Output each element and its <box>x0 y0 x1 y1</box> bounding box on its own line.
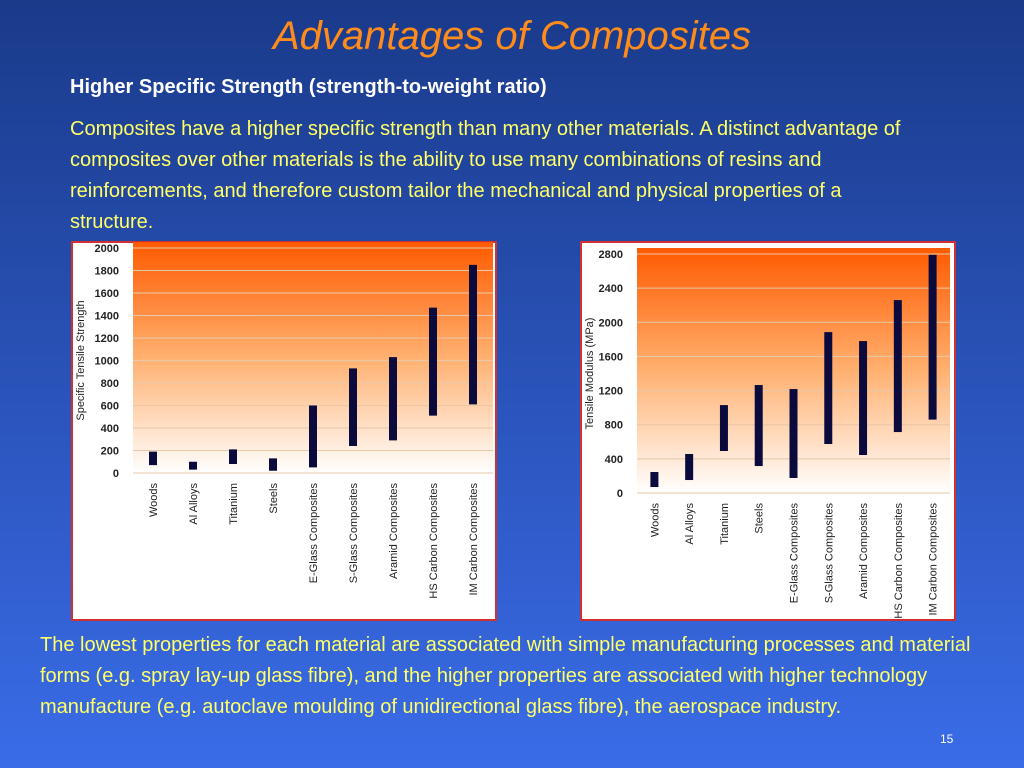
x-tick-label: Titanium <box>719 503 731 545</box>
range-bar <box>349 368 357 446</box>
range-bar <box>754 385 763 467</box>
intro: Composites have a higher specific streng… <box>70 118 901 233</box>
range-bar <box>469 264 477 405</box>
y-tick-label: 200 <box>101 446 119 458</box>
x-tick-label: Al Alloys <box>684 503 696 545</box>
range-bar <box>189 461 197 470</box>
y-tick-label: 2400 <box>599 283 623 295</box>
range-bar <box>859 341 868 456</box>
y-tick-label: 1200 <box>95 333 119 345</box>
x-tick-label: E-Glass Composites <box>308 483 320 584</box>
chart-frame <box>71 241 497 621</box>
y-tick-label: 600 <box>101 401 119 413</box>
range-bar <box>269 458 277 471</box>
y-tick-label: 1000 <box>95 356 119 368</box>
range-bar <box>389 357 397 441</box>
y-tick-label: 2000 <box>95 243 119 255</box>
x-tick-label: IM Carbon Composites <box>468 483 480 596</box>
range-bar <box>893 300 902 433</box>
x-tick-label: Steels <box>754 503 766 534</box>
x-tick-label: Woods <box>148 483 160 518</box>
conclusion: The lowest properties for each material … <box>40 634 971 718</box>
plot-area <box>637 248 950 493</box>
y-axis-label: Tensile Modulus (MPa) <box>584 318 596 430</box>
y-tick-label: 2000 <box>599 317 623 329</box>
y-tick-label: 2800 <box>599 249 623 261</box>
x-tick-label: Steels <box>268 483 280 514</box>
y-tick-label: 1200 <box>599 386 623 398</box>
page-number: 15 <box>940 732 954 746</box>
x-tick-label: Titanium <box>228 483 240 525</box>
y-tick-label: 800 <box>101 378 119 390</box>
range-bar <box>824 332 833 445</box>
range-bar <box>928 254 937 420</box>
y-tick-label: 0 <box>617 488 623 500</box>
y-tick-label: 400 <box>101 423 119 435</box>
y-tick-label: 800 <box>605 420 623 432</box>
x-tick-label: Woods <box>649 503 661 538</box>
plot-area <box>133 242 493 473</box>
x-tick-label: HS Carbon Composites <box>893 503 905 619</box>
x-tick-label: Aramid Composites <box>388 483 400 579</box>
range-bar <box>789 389 798 478</box>
y-tick-label: 1400 <box>95 311 119 323</box>
x-tick-label: E-Glass Composites <box>789 503 801 604</box>
x-tick-label: S-Glass Composites <box>348 483 360 584</box>
range-bar <box>650 472 659 488</box>
y-tick-label: 1600 <box>599 351 623 363</box>
chart-frame <box>580 241 956 621</box>
y-tick-label: 1600 <box>95 288 119 300</box>
y-tick-label: 400 <box>605 454 623 466</box>
y-tick-label: 0 <box>113 468 119 480</box>
x-tick-label: Al Alloys <box>188 483 200 525</box>
range-bar <box>309 405 317 468</box>
x-tick-label: IM Carbon Composites <box>928 503 940 616</box>
heading: Higher Specific Strength (strength-to-we… <box>70 76 547 98</box>
range-bar <box>229 449 237 464</box>
x-tick-label: HS Carbon Composites <box>428 483 440 599</box>
range-bar <box>719 405 728 452</box>
title: Advantages of Composites <box>272 14 752 58</box>
range-bar <box>685 453 694 481</box>
x-tick-label: Aramid Composites <box>858 503 870 599</box>
range-bar <box>149 451 157 466</box>
range-bar <box>429 307 437 416</box>
x-tick-label: S-Glass Composites <box>823 503 835 604</box>
y-axis-label: Specific Tensile Strength <box>75 300 87 420</box>
y-tick-label: 1800 <box>95 266 119 278</box>
